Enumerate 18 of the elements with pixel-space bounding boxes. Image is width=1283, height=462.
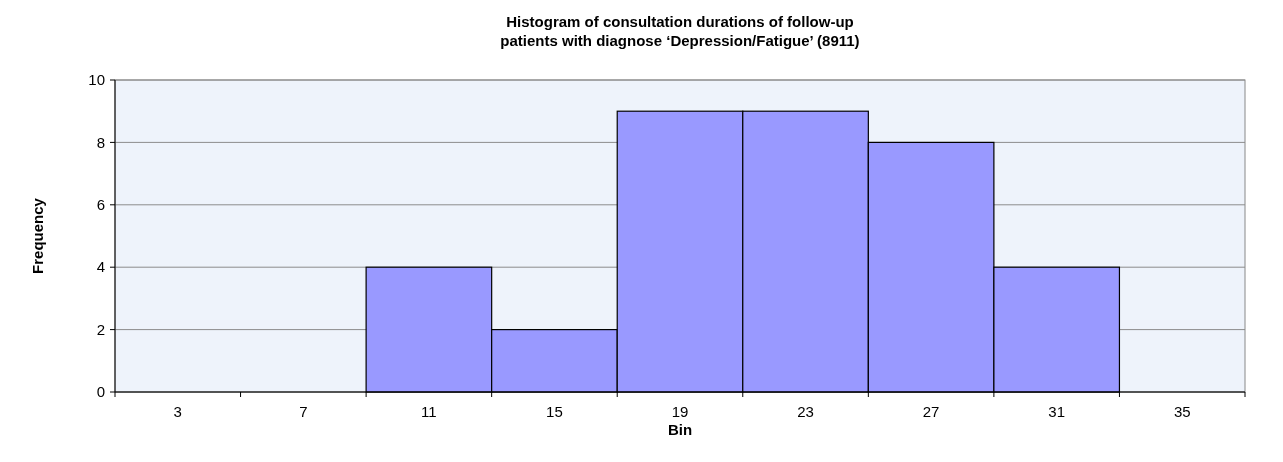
x-tick-label: 3 (173, 403, 182, 420)
y-tick-label: 10 (88, 71, 105, 89)
x-axis-title: Bin (667, 421, 693, 438)
x-tick-label: 7 (299, 403, 308, 420)
y-tick-label: 2 (96, 320, 105, 338)
x-tick-label: 11 (421, 403, 437, 420)
x-tick-label: 19 (671, 403, 689, 420)
y-tick-label: 0 (96, 383, 105, 401)
y-axis-title: Frequency (29, 197, 46, 274)
y-tick-label: 8 (96, 133, 105, 151)
y-tick-label: 4 (96, 258, 105, 276)
x-tick-label: 23 (797, 403, 814, 420)
x-tick-label: 35 (1173, 403, 1191, 420)
x-tick-label: 27 (922, 403, 940, 420)
x-tick-label: 31 (1048, 403, 1066, 420)
chart-title: Histogram of consultation durations of follow-up patients with diagnose ‘Depression/Fatigue’ (8911) (500, 13, 860, 49)
x-tick-label: 15 (546, 403, 563, 420)
y-tick-label: 6 (96, 196, 105, 214)
